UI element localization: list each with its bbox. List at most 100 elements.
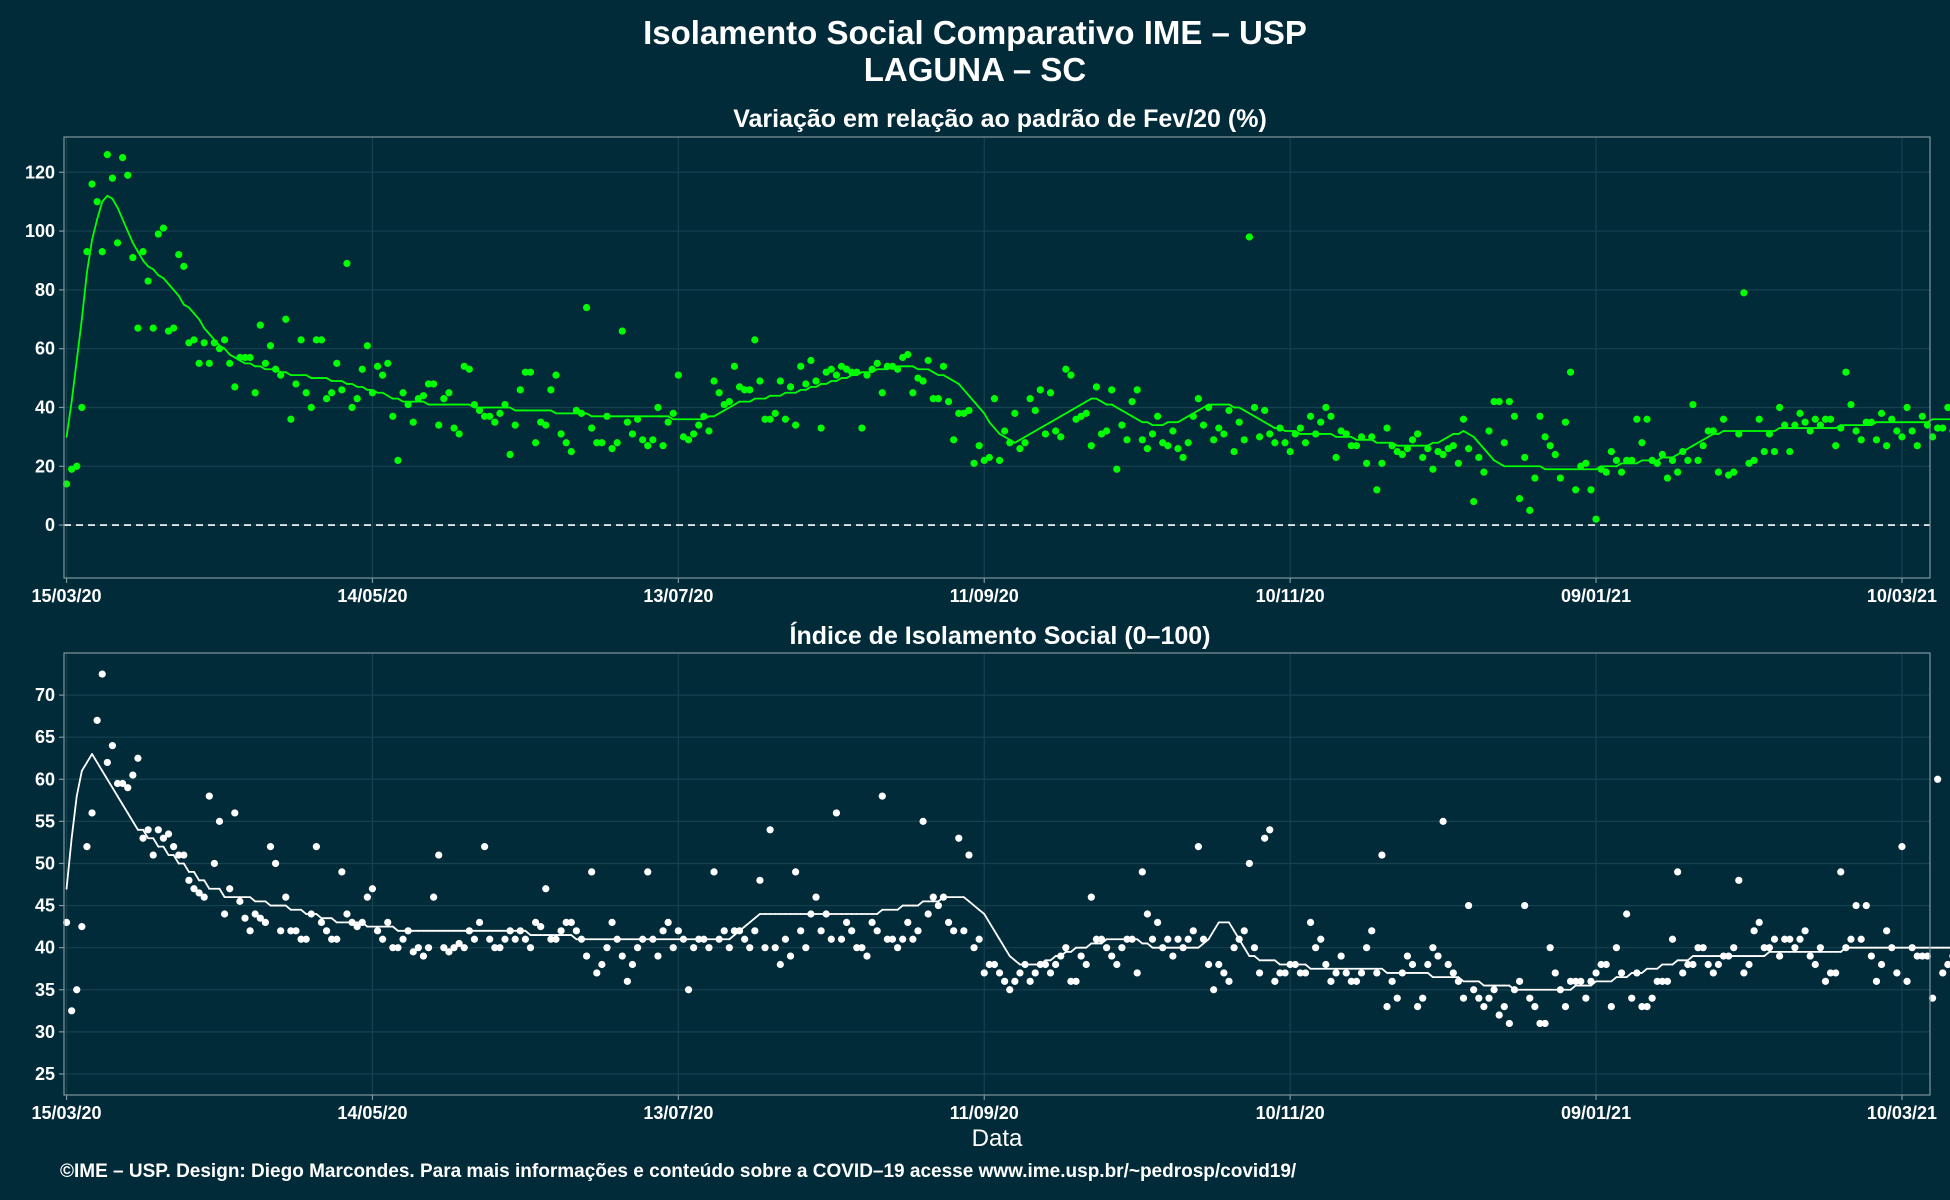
data-point xyxy=(893,365,902,373)
data-point xyxy=(1363,459,1371,467)
data-point xyxy=(720,927,728,935)
data-point xyxy=(317,918,326,927)
x-tick-label: 14/05/20 xyxy=(337,1103,407,1123)
y-tick-label: 40 xyxy=(35,938,55,958)
data-point xyxy=(220,336,229,344)
data-point xyxy=(491,418,499,426)
panel-index: Índice de Isolamento Social (0–100) 25 30… xyxy=(32,621,1950,1123)
data-point xyxy=(1327,977,1335,985)
smooth-line-segment xyxy=(397,397,404,403)
smooth-line-segment xyxy=(300,908,308,915)
data-point xyxy=(633,944,642,952)
data-point xyxy=(1296,969,1304,977)
data-point xyxy=(1475,994,1483,1002)
smooth-line-segment xyxy=(1462,430,1470,435)
data-point xyxy=(1067,977,1075,985)
smooth-line-segment xyxy=(973,904,981,911)
data-point xyxy=(93,716,101,724)
data-point xyxy=(1332,969,1340,977)
data-point xyxy=(1143,910,1152,918)
smooth-line-segment xyxy=(75,318,83,362)
data-point xyxy=(909,389,917,397)
data-point xyxy=(496,409,504,417)
data-point xyxy=(1296,424,1304,432)
data-point xyxy=(1189,927,1197,935)
smooth-line-segment xyxy=(1115,406,1123,412)
data-point xyxy=(1944,403,1950,412)
smooth-line-segment xyxy=(249,362,257,368)
data-point xyxy=(241,353,249,362)
smooth-line-segment xyxy=(1003,946,1011,957)
y-tick-label: 60 xyxy=(35,339,55,359)
data-point xyxy=(231,809,239,817)
smooth-line-segment xyxy=(1131,415,1139,421)
data-point xyxy=(1775,952,1784,960)
data-point xyxy=(1837,424,1845,432)
data-point xyxy=(975,935,983,943)
data-point xyxy=(348,403,356,412)
smooth-line-segment xyxy=(1488,453,1495,462)
data-point xyxy=(491,944,499,952)
data-point xyxy=(995,969,1004,977)
data-point xyxy=(1883,927,1891,935)
data-point xyxy=(1592,969,1600,977)
data-point xyxy=(409,418,417,426)
data-point xyxy=(1786,935,1794,943)
data-point xyxy=(1276,969,1284,977)
data-point xyxy=(1148,430,1157,438)
x-tick-label: 15/03/20 xyxy=(32,586,102,606)
data-point xyxy=(1602,960,1610,969)
smooth-line-segment xyxy=(1029,430,1037,435)
data-point xyxy=(1001,427,1009,435)
data-point xyxy=(1847,400,1855,409)
data-point xyxy=(486,935,494,943)
data-point xyxy=(695,935,703,943)
data-point xyxy=(113,779,122,788)
data-point xyxy=(1470,497,1478,506)
smooth-line-segment xyxy=(876,908,884,915)
data-point xyxy=(1699,944,1707,952)
data-point xyxy=(195,359,203,367)
data-point xyxy=(710,377,718,385)
data-point xyxy=(1276,424,1284,432)
data-point xyxy=(1765,944,1774,952)
data-point xyxy=(98,670,106,678)
data-point xyxy=(644,868,652,876)
data-point xyxy=(1903,403,1911,412)
smooth-line-segment xyxy=(116,206,124,221)
x-tick-label: 10/03/21 xyxy=(1867,586,1937,606)
data-point xyxy=(756,377,764,385)
data-point xyxy=(1006,439,1014,447)
data-point xyxy=(430,380,438,388)
data-point xyxy=(1215,424,1223,432)
data-point xyxy=(1230,447,1238,456)
y-tick-label: 120 xyxy=(25,162,55,182)
data-point xyxy=(1062,365,1070,373)
panel-variation-x-ticks: 15/03/20 14/05/20 13/07/20 11/09/20 10/11/20… xyxy=(32,578,1937,606)
smooth-line-segment xyxy=(835,377,843,382)
smooth-line-segment xyxy=(1702,435,1710,441)
data-point xyxy=(547,935,555,943)
data-point xyxy=(1235,935,1243,943)
data-point xyxy=(674,371,682,379)
data-point xyxy=(1883,442,1891,450)
data-point xyxy=(883,935,891,943)
smooth-line-segment xyxy=(1013,438,1021,444)
data-point xyxy=(944,918,953,927)
data-point xyxy=(1826,969,1835,977)
data-point xyxy=(170,324,178,332)
data-point xyxy=(1021,439,1029,447)
smooth-line-segment xyxy=(764,394,772,400)
data-point xyxy=(129,253,137,262)
data-point xyxy=(450,424,458,432)
data-point xyxy=(771,409,779,417)
data-point xyxy=(1872,436,1881,444)
smooth-line-segment xyxy=(1126,412,1134,418)
data-point xyxy=(1266,430,1274,438)
data-point xyxy=(654,952,662,960)
data-point xyxy=(1459,415,1468,423)
data-point xyxy=(700,935,708,943)
data-point xyxy=(124,171,132,179)
data-point xyxy=(93,198,101,206)
data-point xyxy=(1138,436,1146,444)
